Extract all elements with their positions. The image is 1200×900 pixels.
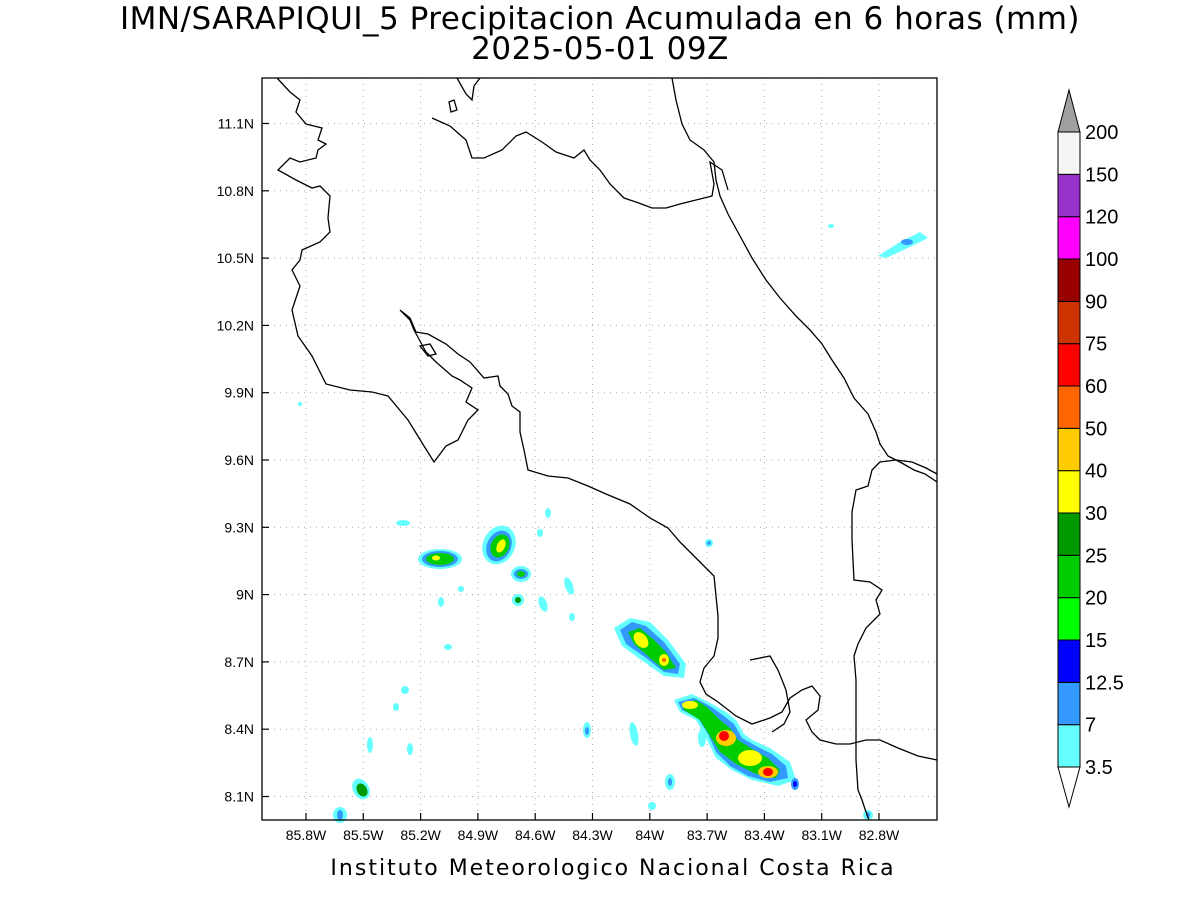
colorbar-swatch: [1057, 427, 1081, 472]
islet: [448, 99, 458, 113]
colorbar-swatch: [1057, 343, 1081, 387]
lat-tick-label: 8.4N: [224, 721, 254, 737]
caribbean-coastline: [671, 77, 938, 483]
colorbar-level-label: 50: [1085, 418, 1107, 440]
map-subtitle-datetime: 2025-05-01 09Z: [471, 31, 729, 67]
lat-tick-label: 8.1N: [224, 789, 254, 805]
colorbar-level-label: 90: [1085, 291, 1107, 313]
pacific-coastline: [276, 77, 938, 761]
lake-nicaragua-shore: [456, 77, 481, 102]
colorbar-swatch: [1057, 681, 1081, 726]
colorbar-swatch: [1057, 216, 1081, 260]
rain-cell-pacific-central: [614, 539, 713, 678]
lat-tick-label: 9N: [236, 587, 254, 603]
coastlines-and-borders: [276, 77, 938, 821]
lat-tick-label: 11.1N: [218, 116, 254, 132]
colorbar-swatch: [1057, 385, 1081, 429]
colorbar-level-label: 40: [1085, 461, 1107, 483]
colorbar-level-label: 15: [1085, 630, 1107, 652]
lon-tick-label: 84.3W: [572, 827, 613, 843]
colorbar-level-label: 20: [1085, 588, 1107, 610]
san-juan-river-border: [431, 117, 729, 209]
lon-tick-label: 83.7W: [687, 827, 728, 843]
lon-tick-label: 85.2W: [400, 827, 441, 843]
colorbar-swatch: [1057, 554, 1081, 599]
colorbar-swatch: [1057, 639, 1081, 683]
colorbar-level-label: 25: [1085, 545, 1107, 567]
nicoya-gulf-island: [418, 343, 438, 357]
colorbar-level-label: 200: [1085, 122, 1118, 144]
lon-tick-label: 83.4W: [744, 827, 785, 843]
colorbar-swatch: [1057, 131, 1081, 175]
colorbar-level-label: 12.5: [1085, 672, 1124, 694]
colorbar-swatch: [1057, 173, 1081, 218]
precipitation-cells: [298, 224, 928, 823]
colorbar-swatch: [1057, 597, 1081, 641]
rain-cell-nicoya-east: [438, 508, 575, 650]
rain-cells-southwest: [333, 686, 413, 823]
colorbar-level-label: 100: [1085, 249, 1118, 271]
panama-border: [851, 459, 938, 821]
burica-peninsula: [749, 655, 791, 733]
map-panel: [262, 78, 937, 820]
colorbar-level-label: 120: [1085, 207, 1118, 229]
lon-tick-label: 84W: [635, 827, 665, 843]
colorbar-swatch: [1057, 300, 1081, 345]
rain-cell-nicoya-west: [396, 520, 462, 569]
rain-cell-caribbean: [298, 224, 928, 406]
colorbar-upper-arrow: [1057, 88, 1081, 133]
map-frame: [261, 77, 938, 821]
map-title: IMN/SARAPIQUI_5 Precipitacion Acumulada …: [119, 1, 1081, 37]
lon-tick-label: 85.5W: [343, 827, 384, 843]
longitude-axis: 85.8W 85.5W 85.2W 84.9W 84.6W 84.3W 84W 83.7W 83…: [286, 813, 900, 843]
map-grid: [262, 78, 937, 820]
latitude-axis: 11.1N 10.8N 10.5N 10.2N 9.9N 9.6N 9.3N 9N 8.7N 8.…: [217, 116, 269, 805]
lat-tick-label: 9.6N: [224, 452, 254, 468]
colorbar-swatch: [1057, 724, 1081, 768]
colorbar-swatch: [1057, 258, 1081, 302]
colorbar-level-label: 60: [1085, 376, 1107, 398]
colorbar-level-label: 3.5: [1085, 757, 1113, 779]
lat-tick-label: 10.2N: [217, 317, 254, 333]
colorbar-lower-arrow: [1057, 766, 1081, 809]
lon-tick-label: 84.6W: [515, 827, 556, 843]
lat-tick-label: 9.3N: [224, 519, 254, 535]
colorbar-level-label: 30: [1085, 503, 1107, 525]
colorbar-legend: 3.5 7 12.5 15 20 25 30 40 50 60 75 90 100 120 150 200: [1057, 88, 1124, 809]
lat-tick-label: 8.7N: [224, 654, 254, 670]
lon-tick-label: 83.1W: [801, 827, 842, 843]
lon-tick-label: 82.8W: [859, 827, 900, 843]
lon-tick-label: 85.8W: [286, 827, 327, 843]
colorbar-level-label: 150: [1085, 164, 1118, 186]
rain-cell-osa-peninsula: [583, 694, 873, 820]
lat-tick-label: 10.8N: [217, 183, 254, 199]
lat-tick-label: 10.5N: [217, 250, 254, 266]
lon-tick-label: 84.9W: [458, 827, 499, 843]
colorbar-level-label: 75: [1085, 334, 1107, 356]
colorbar-swatch: [1057, 470, 1081, 514]
lat-tick-label: 9.9N: [224, 385, 254, 401]
colorbar-swatch: [1057, 512, 1081, 556]
credit-footer: Instituto Meteorologico Nacional Costa R…: [330, 856, 896, 881]
colorbar-level-label: 7: [1085, 715, 1096, 737]
